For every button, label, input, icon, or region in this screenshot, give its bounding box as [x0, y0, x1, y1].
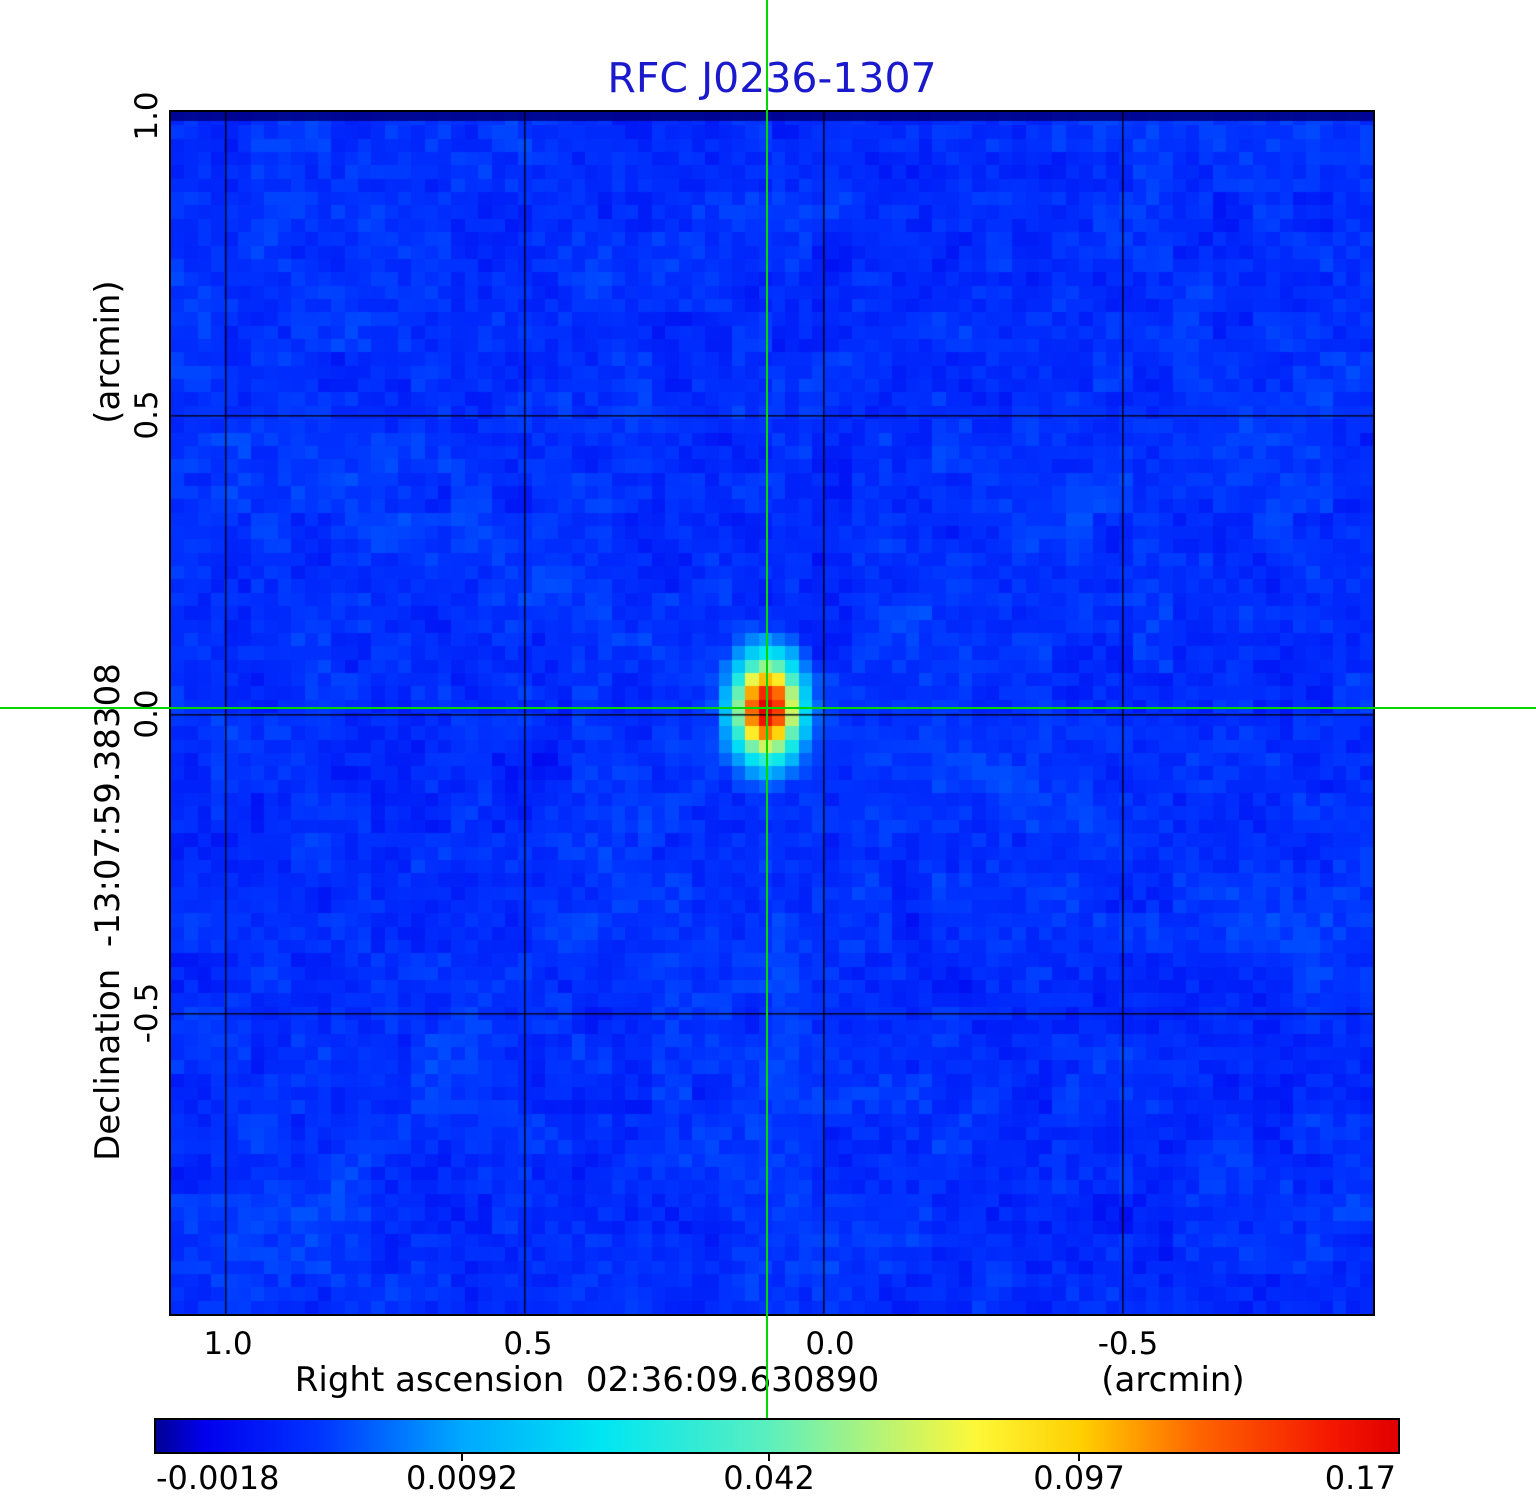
colorbar-label-max: 0.17 [1324, 1459, 1396, 1497]
x-tick-0.0: 0.0 [805, 1326, 855, 1362]
y-tick-1.0: 1.0 [129, 91, 165, 141]
colorbar-tick-0.097 [1078, 1452, 1080, 1461]
sky-map-canvas [171, 112, 1373, 1314]
colorbar-gradient [156, 1420, 1398, 1452]
y-axis-title: Declination -13:07:59.38308 [88, 663, 128, 1161]
x-tick-neg0.5: -0.5 [1097, 1326, 1159, 1362]
x-tick-1.0: 1.0 [203, 1326, 253, 1362]
colorbar-label-0.042: 0.042 [723, 1459, 815, 1497]
x-axis-title: Right ascension 02:36:09.630890 [294, 1360, 880, 1400]
x-tick-0.5: 0.5 [503, 1326, 553, 1362]
y-tick-0.0: 0.0 [129, 689, 165, 739]
colorbar-tick-0.0092 [461, 1452, 463, 1461]
y-tick-0.5: 0.5 [129, 390, 165, 440]
crosshair-vertical-line [766, 0, 768, 1418]
figure-title: RFC J0236-1307 [607, 54, 937, 102]
x-axis-unit-label: (arcmin) [1101, 1360, 1245, 1400]
y-axis-unit-label: (arcmin) [88, 280, 128, 424]
colorbar-label-0.097: 0.097 [1033, 1459, 1125, 1497]
y-tick-neg0.5: -0.5 [129, 982, 165, 1044]
colorbar-tick-0.042 [768, 1452, 770, 1461]
colorbar-label-min: -0.0018 [156, 1459, 280, 1497]
crosshair-horizontal-line [0, 707, 1536, 709]
colorbar-label-0.0092: 0.0092 [406, 1459, 518, 1497]
colorbar [154, 1418, 1400, 1454]
sky-map-plot-area [169, 110, 1375, 1316]
